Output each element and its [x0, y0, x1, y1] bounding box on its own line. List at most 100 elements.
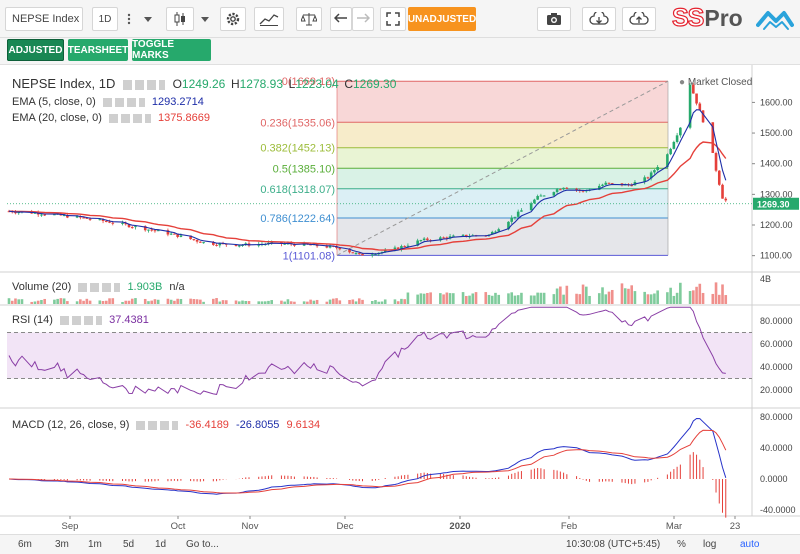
symbol-search-input[interactable]: NEPSE Index	[5, 7, 83, 31]
volume-bar	[487, 294, 491, 304]
compare-button[interactable]	[296, 7, 322, 31]
candle-body	[354, 253, 358, 255]
log-toggle[interactable]: log	[703, 539, 717, 550]
tearsheet-button[interactable]: TEARSHEET	[68, 39, 128, 61]
volume-bar	[85, 298, 89, 304]
candle-body	[604, 182, 608, 185]
volume-bar	[348, 299, 351, 304]
volume-bar	[20, 299, 24, 304]
candle-body	[241, 244, 244, 246]
volume-bar	[147, 301, 150, 304]
auto-toggle[interactable]: auto	[740, 539, 760, 550]
volume-bar	[675, 292, 679, 304]
load-chart-button[interactable]	[582, 7, 616, 31]
volume-bar	[539, 292, 543, 304]
candle-body	[108, 221, 111, 223]
market-status: ● Market Closed	[679, 77, 753, 88]
volume-bar	[280, 300, 283, 304]
fib-level-label: 1(1101.08)	[283, 250, 335, 262]
volume-bar	[439, 293, 442, 304]
volume-bar	[672, 295, 676, 304]
candle-body	[520, 210, 523, 212]
volume-settings-icons[interactable]	[78, 282, 121, 292]
candle-body	[195, 239, 199, 242]
candle-body	[400, 246, 403, 250]
legend-settings-icons[interactable]	[122, 79, 165, 90]
candle-body	[98, 219, 102, 221]
range-6m[interactable]: 6m	[18, 539, 32, 550]
candle-body	[607, 182, 611, 184]
candle-body	[212, 242, 215, 245]
volume-bar	[630, 285, 634, 304]
range-5d[interactable]: 5d	[123, 539, 135, 550]
volume-bar	[507, 293, 510, 304]
open-value: 1249.26	[181, 77, 226, 91]
last-price-tag	[753, 197, 799, 210]
settings-gear-button[interactable]	[220, 7, 246, 31]
volume-bar	[173, 300, 176, 304]
range-3m[interactable]: 3m	[55, 539, 69, 550]
scales-icon	[301, 13, 317, 26]
rsi-settings-icons[interactable]	[60, 315, 103, 325]
chart-type-chevron-icon[interactable]	[196, 7, 214, 31]
ema5-settings-icons[interactable]	[102, 97, 145, 107]
volume-bar	[575, 293, 578, 304]
volume-bar	[195, 299, 199, 304]
candle-body	[176, 233, 179, 237]
range-1d[interactable]: 1d	[155, 539, 167, 550]
interval-button[interactable]: 1D	[92, 7, 118, 31]
volume-bar	[374, 300, 377, 304]
volume-bar	[597, 293, 601, 304]
snapshot-button[interactable]	[537, 7, 571, 31]
save-chart-button[interactable]	[622, 7, 656, 31]
volume-bar	[383, 299, 387, 304]
volume-bar	[380, 301, 384, 304]
chevron-down-icon[interactable]	[139, 7, 157, 31]
unadjusted-button[interactable]: UNADJUSTED	[408, 7, 476, 31]
price-axis-tick: 1200.00	[760, 220, 793, 230]
volume-bar	[56, 298, 59, 304]
volume-bar	[192, 299, 196, 304]
volume-bar	[156, 299, 160, 304]
indicators-button[interactable]	[254, 7, 284, 31]
goto-button[interactable]: Go to...	[186, 539, 219, 550]
candles-chart-type-button[interactable]	[166, 7, 194, 31]
volume-bar	[150, 300, 154, 304]
range-1m[interactable]: 1m	[88, 539, 102, 550]
toggle-marks-button[interactable]: TOGGLE MARKS	[132, 39, 211, 61]
time-axis-label: Nov	[242, 521, 259, 532]
clock-display[interactable]: 10:30:08 (UTC+5:45)	[566, 539, 661, 550]
redo-button[interactable]	[352, 7, 374, 31]
chart-canvas[interactable]: 0(1669.12) 0.236(1535.06) 0.382(1452.13) 0.…	[0, 65, 800, 535]
volume-bar	[607, 291, 611, 304]
candle-body	[419, 240, 423, 242]
candle-body	[701, 110, 705, 123]
fib-level-label: 0.236(1535.06)	[260, 117, 335, 129]
volume-bar	[332, 298, 335, 304]
cloud-download-icon	[589, 12, 609, 25]
volume-bar	[43, 298, 46, 304]
candle-body	[439, 237, 442, 241]
volume-bar	[416, 294, 419, 304]
volume-bar	[79, 299, 82, 304]
undo-button[interactable]	[330, 7, 352, 31]
candle-body	[555, 189, 559, 193]
percent-toggle[interactable]: %	[677, 539, 686, 550]
volume-bar	[354, 301, 358, 304]
candle-body	[653, 170, 656, 173]
candle-body	[581, 190, 585, 192]
volume-bar	[108, 298, 111, 304]
volume-bar	[623, 288, 627, 304]
fullscreen-button[interactable]	[380, 7, 406, 31]
macd-settings-icons[interactable]	[136, 420, 179, 430]
chart-container[interactable]: 0(1669.12) 0.236(1535.06) 0.382(1452.13) 0.…	[0, 64, 800, 534]
candle-body	[199, 241, 202, 243]
volume-bar	[357, 298, 361, 304]
ema20-settings-icons[interactable]	[108, 113, 151, 123]
adjusted-button[interactable]: ADJUSTED	[7, 39, 64, 61]
volume-bar	[241, 300, 244, 304]
candle-body	[169, 233, 173, 235]
interval-more-icon[interactable]	[120, 7, 138, 31]
fib-band	[337, 147, 668, 169]
candle-body	[714, 152, 718, 171]
